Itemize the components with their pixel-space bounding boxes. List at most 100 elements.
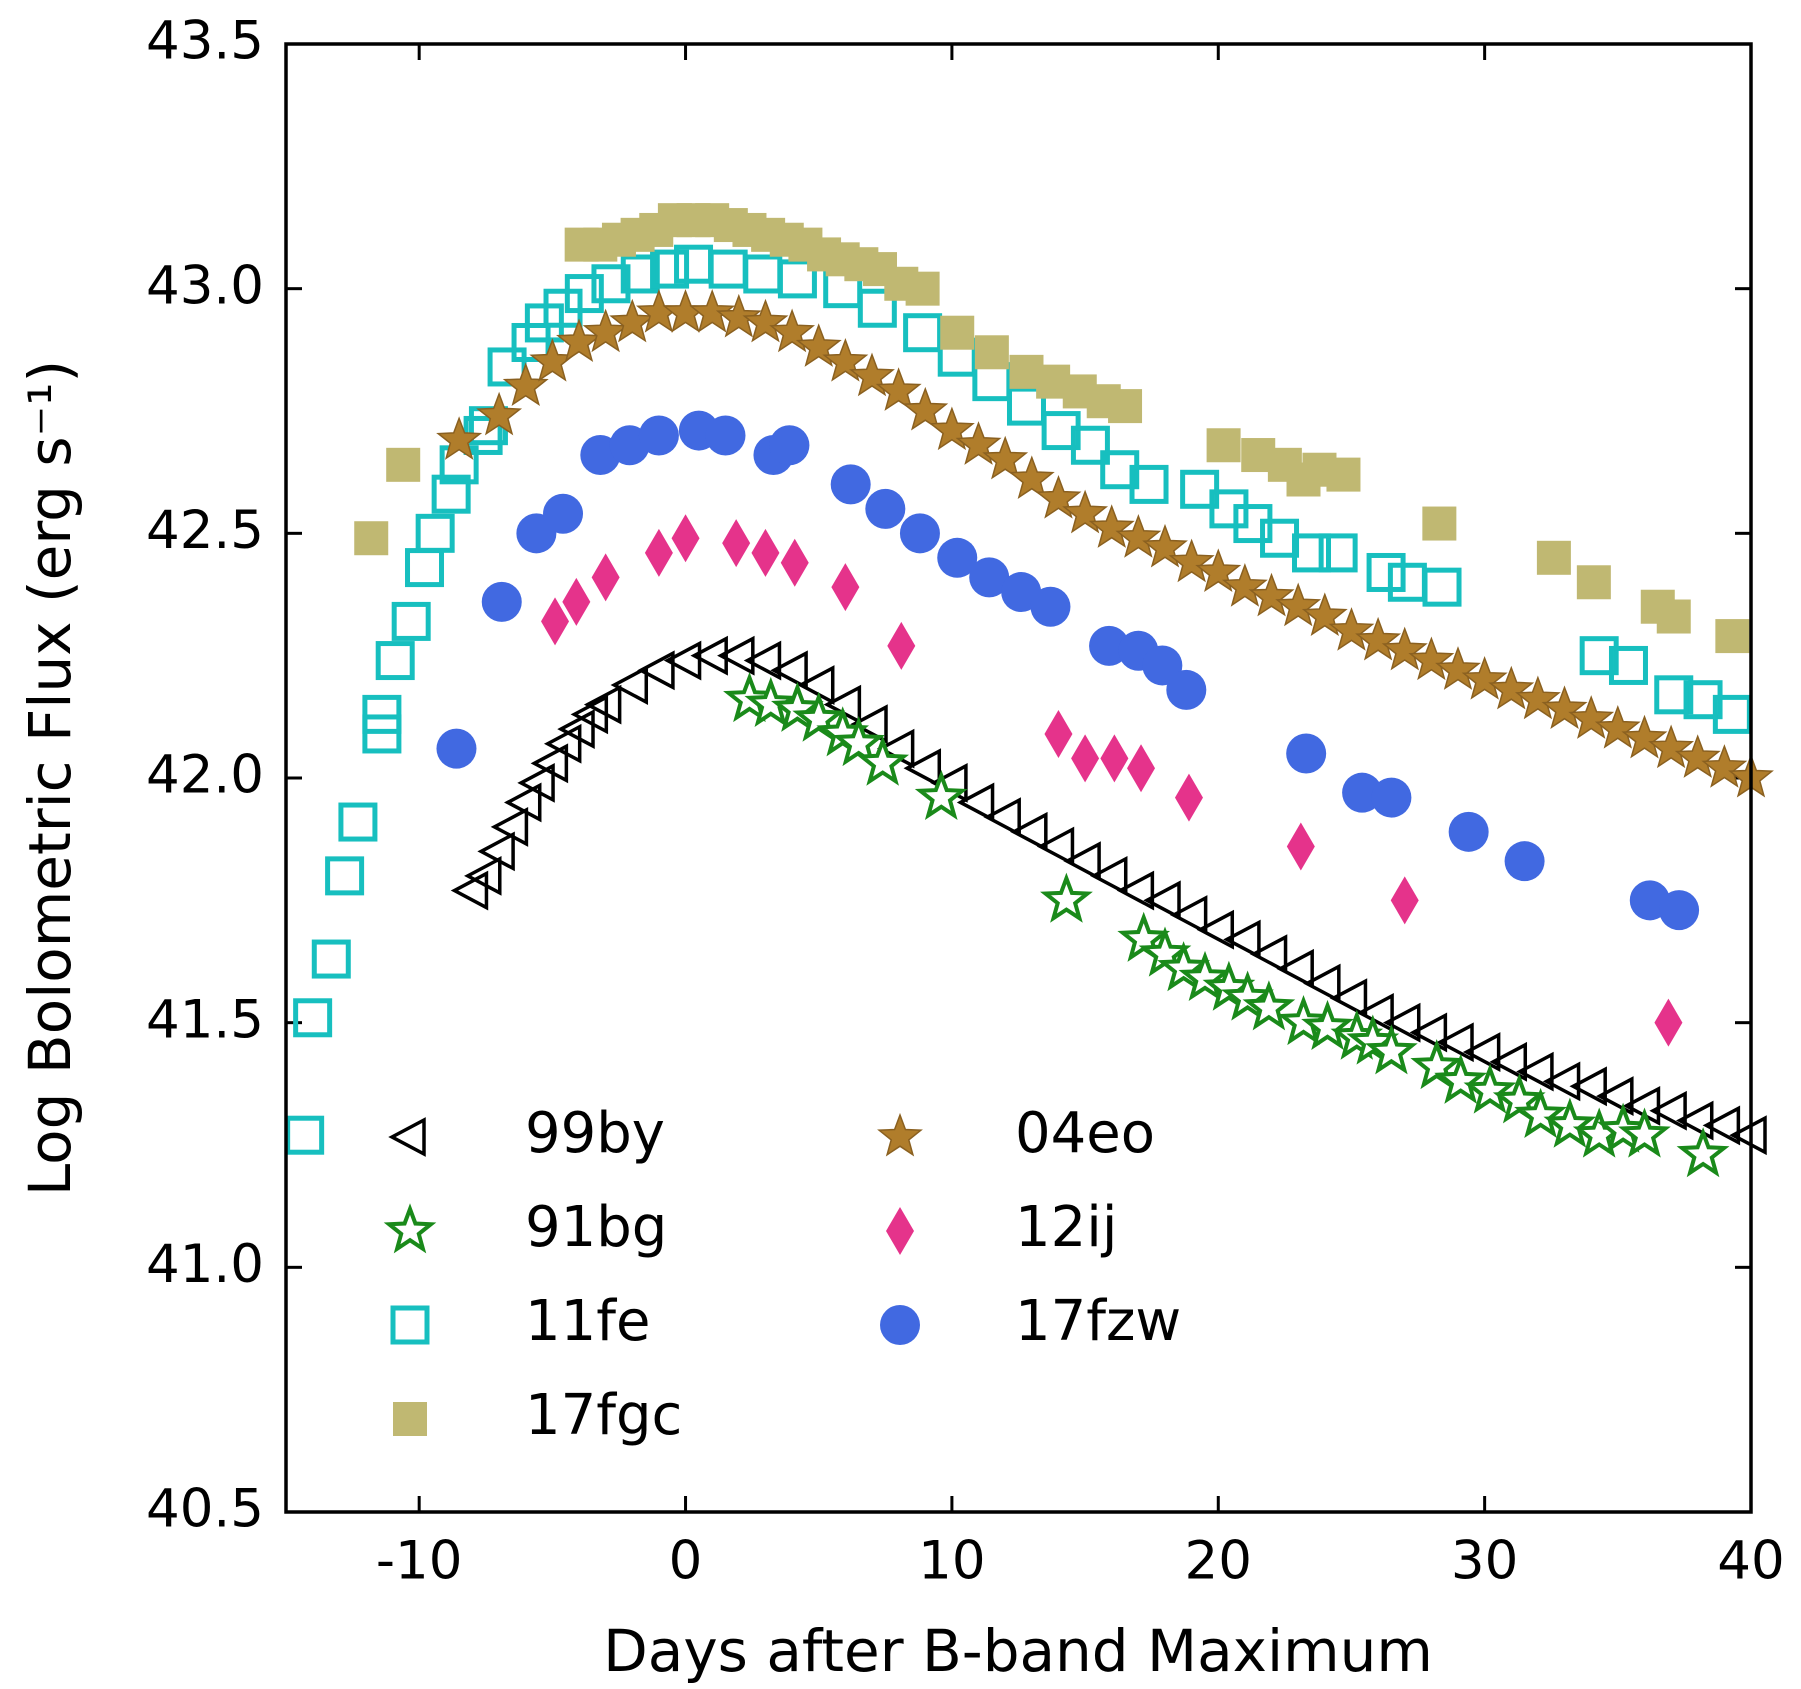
marker xyxy=(1036,826,1075,867)
marker xyxy=(1390,876,1419,925)
marker xyxy=(1541,685,1588,730)
marker xyxy=(1142,523,1188,568)
marker xyxy=(937,537,978,578)
marker xyxy=(1168,538,1215,583)
marker xyxy=(1063,841,1101,882)
y-axis-label: Log Bolometric Flux (erg s⁻¹) xyxy=(16,360,84,1196)
marker xyxy=(620,254,660,294)
marker xyxy=(1169,895,1208,935)
marker xyxy=(1536,540,1571,575)
marker xyxy=(969,557,1010,598)
marker xyxy=(717,635,755,676)
marker xyxy=(1030,586,1071,627)
marker xyxy=(1608,645,1648,685)
marker xyxy=(742,298,789,343)
marker xyxy=(1166,669,1207,710)
marker xyxy=(1303,963,1341,1004)
marker xyxy=(1381,626,1428,671)
legend-label: 12ij xyxy=(1015,1195,1117,1260)
marker xyxy=(1355,616,1402,661)
marker xyxy=(1654,675,1694,715)
y-tick-label: 43.5 xyxy=(146,11,264,72)
marker xyxy=(391,601,431,641)
marker xyxy=(769,308,816,353)
legend-label: 04eo xyxy=(1015,1101,1155,1166)
marker xyxy=(543,723,582,764)
legend-marker xyxy=(393,1402,427,1436)
marker xyxy=(562,577,591,626)
legend-label: 91bg xyxy=(525,1195,667,1260)
legend-marker xyxy=(388,1117,426,1157)
marker xyxy=(1579,636,1619,676)
marker xyxy=(1569,1066,1607,1107)
marker xyxy=(436,728,477,769)
marker xyxy=(1108,389,1143,424)
marker xyxy=(1142,645,1183,686)
legend-marker xyxy=(880,1305,920,1345)
marker xyxy=(830,464,871,505)
marker xyxy=(1195,548,1242,593)
x-tick-label: 40 xyxy=(1717,1531,1784,1592)
marker xyxy=(1675,1100,1714,1141)
marker xyxy=(1435,646,1481,690)
marker xyxy=(1649,1090,1687,1131)
marker xyxy=(1366,552,1406,592)
marker xyxy=(1489,1041,1528,1082)
marker xyxy=(1729,1115,1767,1156)
marker xyxy=(557,709,595,749)
marker xyxy=(928,406,975,451)
marker xyxy=(1462,1032,1501,1072)
marker xyxy=(1286,733,1327,774)
marker xyxy=(354,521,389,556)
marker xyxy=(1434,1053,1488,1104)
marker xyxy=(338,802,378,842)
marker xyxy=(1129,464,1169,504)
marker xyxy=(770,650,808,691)
y-tick-label: 42.0 xyxy=(146,745,264,806)
marker xyxy=(1328,607,1375,651)
marker xyxy=(1326,457,1361,492)
marker xyxy=(1674,734,1721,778)
marker xyxy=(285,1115,325,1155)
marker xyxy=(857,288,897,328)
marker xyxy=(1659,890,1700,931)
marker xyxy=(1409,1012,1448,1053)
marker xyxy=(850,704,888,745)
marker xyxy=(1715,619,1750,654)
marker xyxy=(1488,665,1535,710)
marker xyxy=(796,665,835,705)
legend-marker xyxy=(886,1207,914,1255)
x-tick-label: 30 xyxy=(1451,1531,1518,1592)
marker xyxy=(899,513,940,554)
marker xyxy=(1062,489,1109,534)
marker xyxy=(1576,565,1611,600)
marker xyxy=(983,797,1021,838)
marker xyxy=(849,352,895,397)
marker xyxy=(511,322,551,362)
marker xyxy=(1365,1024,1418,1075)
marker xyxy=(903,748,942,789)
marker xyxy=(887,621,916,670)
marker xyxy=(1410,1038,1463,1090)
marker xyxy=(502,362,549,407)
marker xyxy=(1180,469,1220,509)
y-tick-label: 41.0 xyxy=(146,1234,264,1295)
marker xyxy=(1301,999,1354,1051)
marker xyxy=(795,323,842,367)
marker xyxy=(822,337,869,382)
marker xyxy=(1178,950,1232,1002)
marker xyxy=(541,597,570,646)
marker xyxy=(956,782,995,823)
marker xyxy=(1242,980,1296,1031)
marker xyxy=(436,416,483,460)
marker xyxy=(1408,636,1455,681)
marker xyxy=(1292,533,1331,573)
x-tick-label: 0 xyxy=(669,1531,703,1592)
marker xyxy=(1206,428,1241,463)
marker xyxy=(972,362,1012,402)
marker xyxy=(715,293,762,338)
legend-marker xyxy=(390,1305,430,1345)
marker xyxy=(564,274,604,314)
marker xyxy=(1071,734,1100,783)
marker xyxy=(751,528,780,577)
